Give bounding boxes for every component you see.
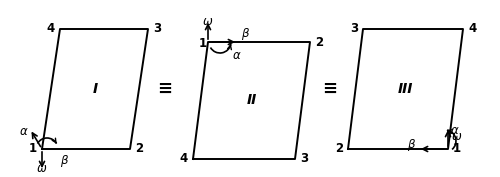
Text: III: III: [398, 82, 413, 96]
Text: β: β: [60, 154, 68, 167]
Text: α: α: [19, 125, 27, 138]
Text: ω: ω: [203, 15, 213, 28]
Text: 1: 1: [453, 142, 461, 156]
Text: ≡: ≡: [322, 80, 338, 98]
Text: 2: 2: [135, 142, 143, 156]
Text: 4: 4: [47, 22, 55, 36]
Text: 3: 3: [153, 22, 161, 36]
Text: ω: ω: [452, 130, 462, 144]
Text: 1: 1: [199, 37, 207, 50]
Text: β: β: [408, 138, 415, 151]
Text: β: β: [241, 27, 248, 40]
Text: ω: ω: [37, 162, 47, 175]
Text: α: α: [451, 124, 459, 137]
Text: 1: 1: [29, 142, 37, 156]
Text: ≡: ≡: [158, 80, 172, 98]
Text: 2: 2: [315, 36, 323, 48]
Text: 4: 4: [468, 22, 476, 36]
Text: II: II: [246, 93, 256, 107]
Text: 3: 3: [350, 22, 358, 36]
Text: 4: 4: [180, 153, 188, 165]
Text: 3: 3: [300, 153, 308, 165]
Text: α: α: [233, 49, 241, 62]
Text: I: I: [92, 82, 98, 96]
Text: 2: 2: [335, 142, 343, 156]
